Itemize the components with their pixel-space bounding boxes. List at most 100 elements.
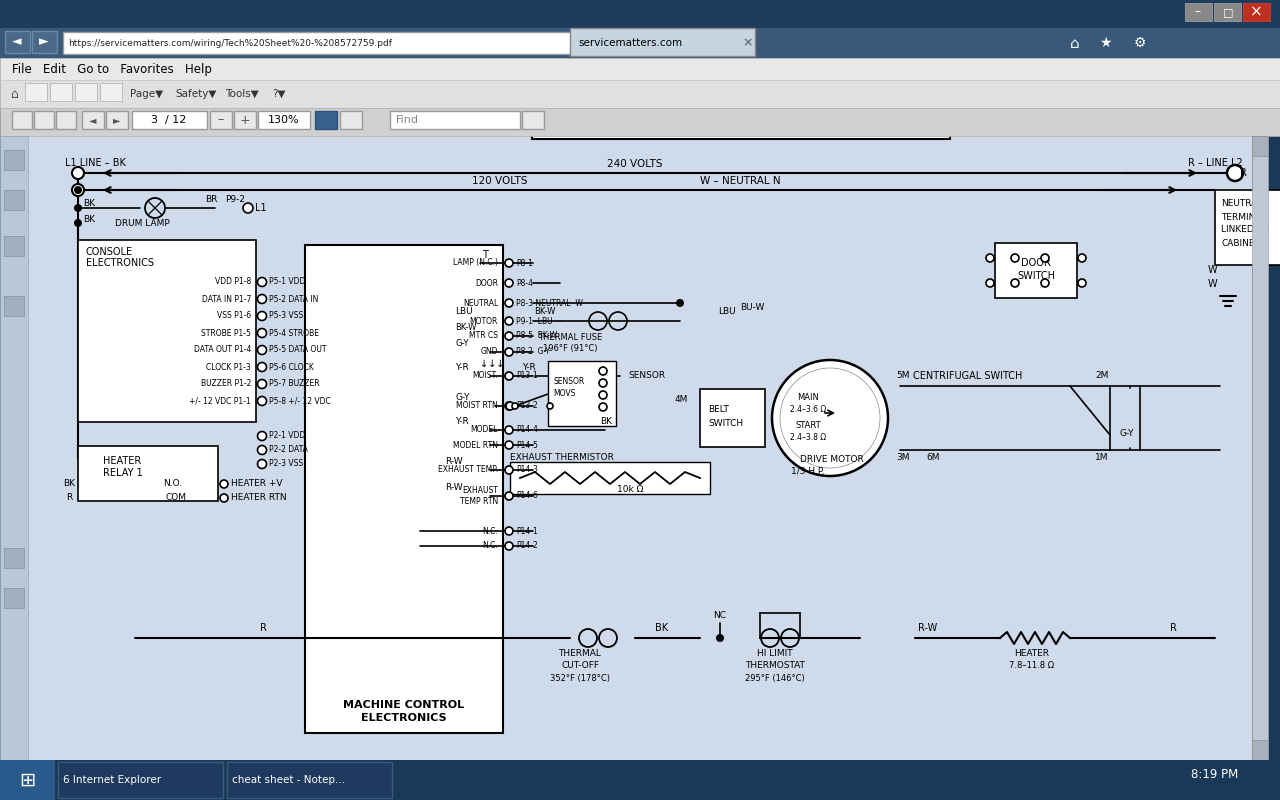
Text: –: – — [218, 114, 224, 126]
Circle shape — [1078, 254, 1085, 262]
Text: DATA OUT P1-4: DATA OUT P1-4 — [193, 346, 251, 354]
Circle shape — [243, 203, 253, 213]
Text: Y-R: Y-R — [454, 362, 468, 371]
Circle shape — [257, 459, 266, 469]
Text: servicematters.com: servicematters.com — [579, 38, 682, 48]
Bar — [234, 111, 256, 129]
Text: START: START — [795, 422, 820, 430]
Text: BK: BK — [83, 215, 95, 225]
Text: ►: ► — [40, 35, 49, 49]
Bar — [0, 108, 1280, 136]
Circle shape — [506, 332, 513, 340]
Text: 6 Internet Explorer: 6 Internet Explorer — [63, 775, 161, 785]
Circle shape — [257, 362, 266, 371]
Text: P14-1: P14-1 — [516, 526, 538, 535]
Circle shape — [257, 346, 266, 354]
Text: ◄: ◄ — [90, 115, 97, 125]
Text: +: + — [239, 114, 251, 126]
Text: ⌂: ⌂ — [1070, 35, 1080, 50]
Circle shape — [257, 294, 266, 303]
Text: P8-1: P8-1 — [516, 258, 532, 267]
Text: MOIST.: MOIST. — [472, 371, 498, 381]
Text: 4M: 4M — [675, 395, 689, 405]
Text: R: R — [67, 494, 72, 502]
Bar — [700, 389, 765, 447]
Text: 1/3 H.P.: 1/3 H.P. — [791, 466, 824, 475]
Bar — [1213, 3, 1242, 21]
Text: P13-1: P13-1 — [516, 371, 538, 381]
Circle shape — [506, 426, 513, 434]
Bar — [0, 136, 28, 760]
Bar — [32, 31, 58, 53]
Text: 3M: 3M — [896, 454, 910, 462]
Circle shape — [220, 494, 228, 502]
Bar — [1243, 3, 1270, 21]
Text: 5M: 5M — [896, 371, 910, 381]
Text: P5-7 BUZZER: P5-7 BUZZER — [269, 379, 320, 389]
Text: Safety▼: Safety▼ — [175, 89, 216, 99]
Circle shape — [506, 348, 513, 356]
Text: 8:19 PM: 8:19 PM — [1192, 769, 1239, 782]
Text: BK: BK — [83, 198, 95, 207]
Bar — [522, 111, 544, 129]
Text: VDD P1-8: VDD P1-8 — [215, 278, 251, 286]
Text: SWITCH: SWITCH — [708, 418, 744, 427]
Text: P8-5  BK-W: P8-5 BK-W — [516, 331, 557, 341]
Text: 10k Ω: 10k Ω — [617, 486, 643, 494]
Bar — [35, 111, 54, 129]
Text: BR: BR — [205, 194, 218, 203]
Circle shape — [257, 431, 266, 441]
Text: BK: BK — [600, 417, 612, 426]
Text: BK-W: BK-W — [454, 322, 476, 331]
Bar — [0, 760, 1280, 800]
Bar — [0, 58, 1280, 80]
Text: P14-6: P14-6 — [516, 491, 538, 501]
Circle shape — [1041, 279, 1050, 287]
Text: R – LINE L2: R – LINE L2 — [1188, 158, 1243, 168]
Text: MTR CS: MTR CS — [468, 331, 498, 341]
Circle shape — [257, 446, 266, 454]
Text: ◄: ◄ — [13, 35, 22, 49]
Bar — [28, 136, 1252, 760]
Text: BELT: BELT — [708, 406, 728, 414]
Text: ×: × — [742, 37, 753, 50]
Text: T: T — [483, 250, 488, 260]
Text: R: R — [1240, 168, 1247, 178]
Text: 3  / 12: 3 / 12 — [151, 115, 187, 125]
Text: DOOR: DOOR — [475, 278, 498, 287]
Text: BUZZER P1-2: BUZZER P1-2 — [201, 379, 251, 389]
Text: P14-3: P14-3 — [516, 466, 538, 474]
Text: ⊞: ⊞ — [19, 770, 35, 790]
Text: N.C.: N.C. — [483, 542, 498, 550]
Text: P14-2: P14-2 — [516, 542, 538, 550]
Text: THERMAL FUSE: THERMAL FUSE — [538, 333, 602, 342]
Text: BK: BK — [63, 479, 76, 489]
Text: Y-R: Y-R — [454, 417, 468, 426]
Text: N.C.: N.C. — [483, 526, 498, 535]
Bar — [4, 190, 24, 210]
Bar — [0, 760, 55, 800]
Bar — [4, 236, 24, 256]
Text: LBU: LBU — [454, 307, 472, 317]
Text: G-Y: G-Y — [1120, 429, 1134, 438]
Text: NC: NC — [713, 611, 726, 621]
Text: THERMOSTAT: THERMOSTAT — [745, 662, 805, 670]
Text: EXHAUST
TEMP RTN: EXHAUST TEMP RTN — [460, 486, 498, 506]
Text: G-Y: G-Y — [454, 338, 468, 347]
Bar — [82, 111, 104, 129]
Bar — [210, 111, 232, 129]
Bar — [570, 28, 755, 56]
Circle shape — [506, 279, 513, 287]
Circle shape — [1041, 254, 1050, 262]
Text: R: R — [260, 623, 266, 633]
Text: L1: L1 — [255, 203, 266, 213]
Text: P8-4: P8-4 — [516, 278, 532, 287]
Text: G-Y: G-Y — [454, 393, 470, 402]
Text: TERMINAL: TERMINAL — [1221, 213, 1266, 222]
Bar — [0, 28, 1280, 58]
Bar — [100, 83, 122, 101]
Circle shape — [547, 403, 553, 409]
Bar — [78, 446, 218, 501]
Circle shape — [220, 480, 228, 488]
Text: 295°F (146°C): 295°F (146°C) — [745, 674, 805, 682]
